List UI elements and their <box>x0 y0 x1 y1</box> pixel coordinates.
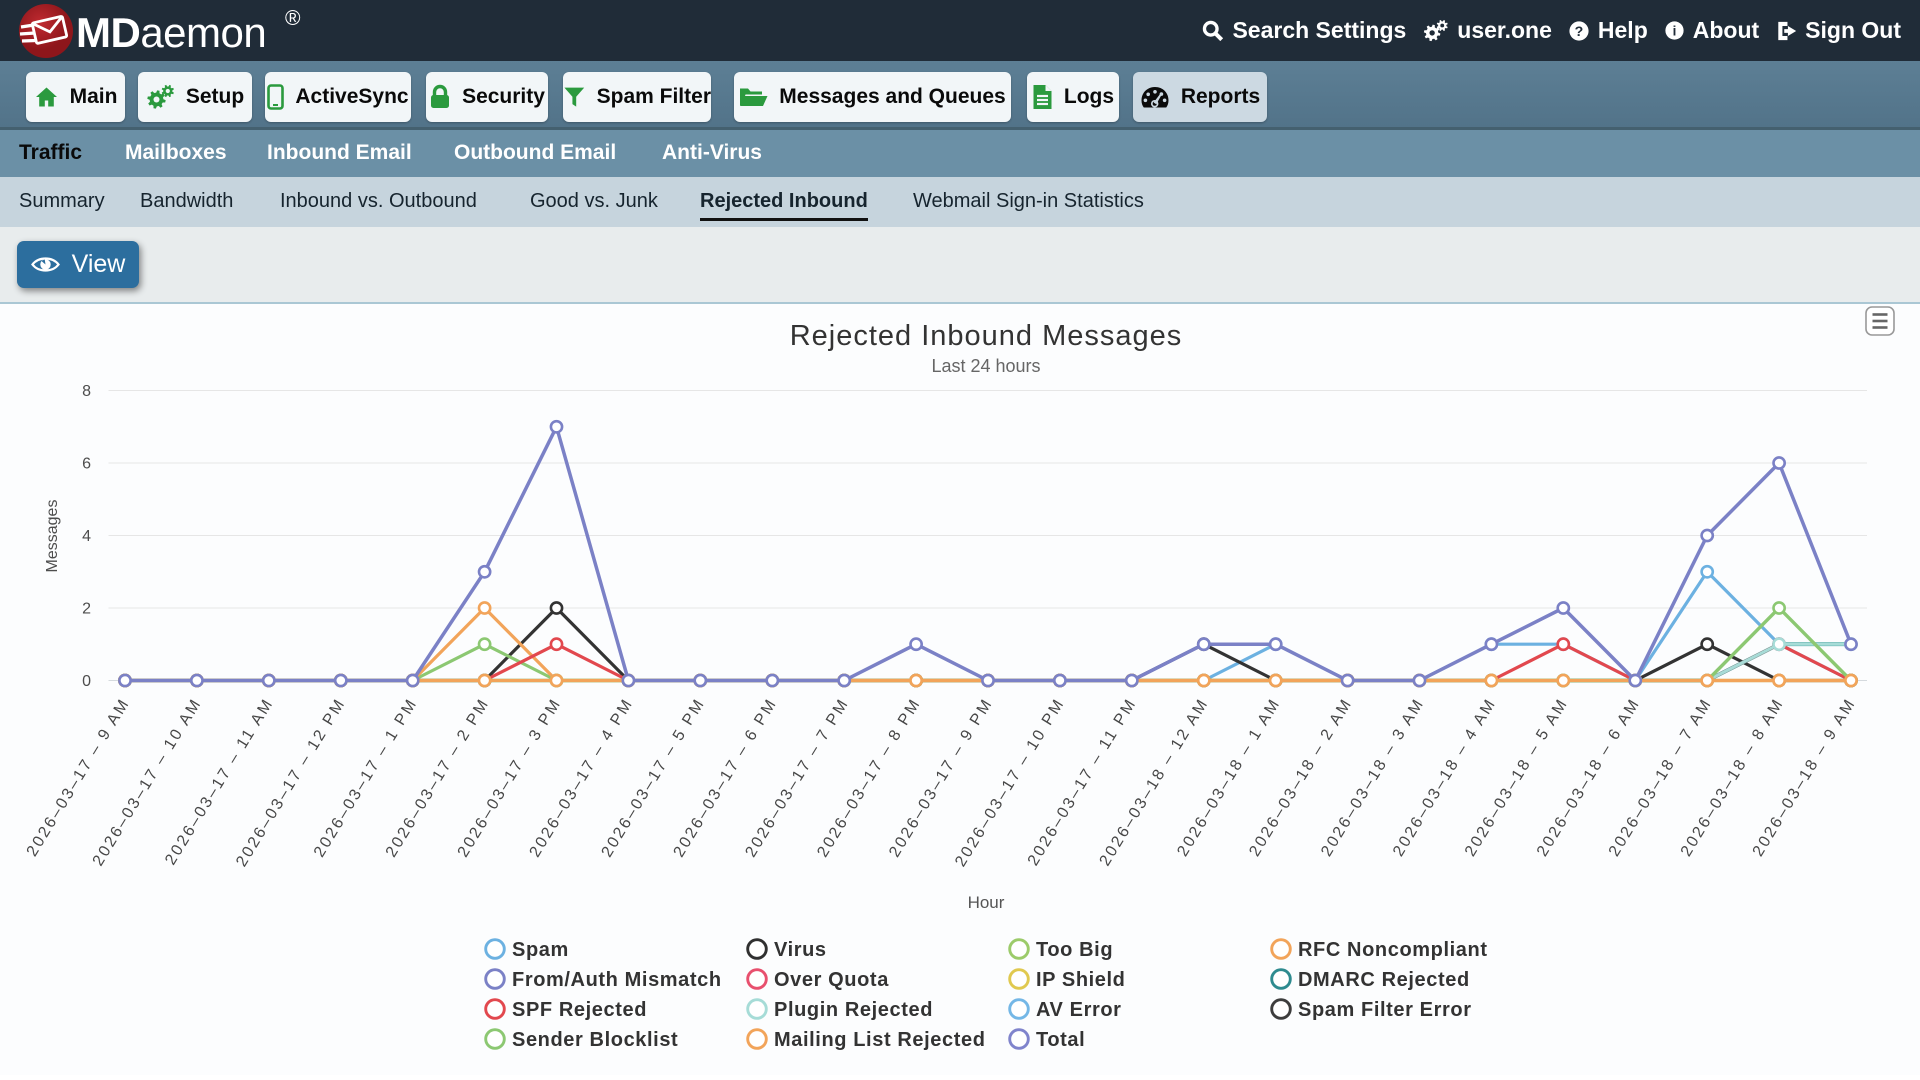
svg-text:i: i <box>1672 23 1676 38</box>
svg-text:AV Error: AV Error <box>1036 999 1122 1021</box>
svg-text:4: 4 <box>82 528 91 545</box>
svg-text:2: 2 <box>82 601 91 618</box>
svg-text:DMARC Rejected: DMARC Rejected <box>1298 969 1470 991</box>
svg-text:0: 0 <box>82 673 91 690</box>
svg-text:Plugin Rejected: Plugin Rejected <box>774 999 933 1021</box>
svg-text:?: ? <box>1575 24 1584 40</box>
svg-text:Total: Total <box>1036 1029 1085 1051</box>
svg-text:IP Shield: IP Shield <box>1036 969 1126 991</box>
svg-text:Virus: Virus <box>774 939 827 961</box>
svg-text:Messages: Messages <box>44 500 61 573</box>
svg-text:Spam Filter Error: Spam Filter Error <box>1298 999 1472 1021</box>
svg-text:RFC Noncompliant: RFC Noncompliant <box>1298 939 1488 961</box>
svg-text:Last 24 hours: Last 24 hours <box>931 356 1040 376</box>
svg-text:Sender Blocklist: Sender Blocklist <box>512 1029 678 1051</box>
svg-text:Too Big: Too Big <box>1036 939 1113 961</box>
svg-text:SPF Rejected: SPF Rejected <box>512 999 647 1021</box>
svg-text:Rejected Inbound Messages: Rejected Inbound Messages <box>790 320 1183 352</box>
svg-text:6: 6 <box>82 456 91 473</box>
svg-text:Spam: Spam <box>512 939 569 961</box>
svg-text:From/Auth Mismatch: From/Auth Mismatch <box>512 969 722 991</box>
svg-text:Mailing List Rejected: Mailing List Rejected <box>774 1029 986 1051</box>
svg-text:8: 8 <box>82 383 91 400</box>
svg-text:Hour: Hour <box>968 893 1005 912</box>
svg-text:Over Quota: Over Quota <box>774 969 889 991</box>
